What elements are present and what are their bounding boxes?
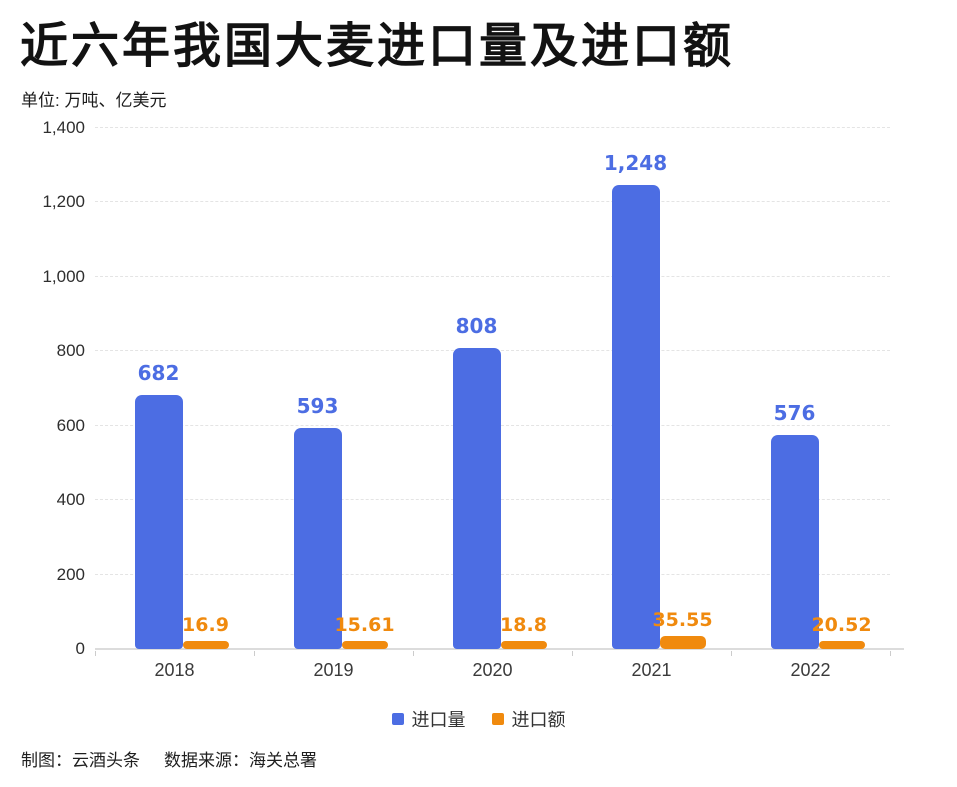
volume-bar-col-2021: 1,248 <box>604 151 667 649</box>
footer-credit: 制图：云酒头条 <box>21 751 140 770</box>
legend: 进口量 进口额 <box>0 706 957 732</box>
axis-boundary-tick <box>731 651 732 656</box>
x-axis: 2018 2019 2020 2021 2022 <box>95 660 890 686</box>
bar-pair-2021: 1,248 35.55 <box>604 151 713 649</box>
value-bar-label-2018: 16.9 <box>182 614 229 636</box>
value-bar-col-2018: 16.9 <box>182 614 229 649</box>
volume-bar-2020 <box>452 348 501 649</box>
value-bar-label-2022: 20.52 <box>811 614 872 636</box>
volume-bar-col-2020: 808 <box>452 314 501 649</box>
footer-source: 数据来源：海关总署 <box>164 751 317 770</box>
bar-group-2020: 808 18.8 <box>413 128 572 649</box>
x-tick-label-2021: 2021 <box>631 660 672 680</box>
axis-boundary-tick <box>413 651 414 656</box>
bar-pair-2018: 682 16.9 <box>134 361 229 649</box>
volume-bar-2021 <box>611 184 660 649</box>
value-bar-2019 <box>341 641 388 649</box>
y-tick-label-1400: 1,400 <box>42 118 85 137</box>
value-bar-col-2022: 20.52 <box>811 614 872 649</box>
bar-group-2021: 1,248 35.55 <box>572 128 731 649</box>
value-bar-2022 <box>818 641 865 649</box>
volume-bar-label-2020: 808 <box>455 314 498 339</box>
value-bar-2018 <box>182 641 229 649</box>
y-tick-label-0: 0 <box>75 639 85 658</box>
bar-group-2022: 576 20.52 <box>731 128 890 649</box>
bar-group-2019: 593 15.61 <box>254 128 413 649</box>
value-bar-label-2019: 15.61 <box>334 614 395 636</box>
x-tick-label-2022: 2022 <box>790 660 831 680</box>
legend-item-volume: 进口量 <box>391 706 466 732</box>
legend-item-value: 进口额 <box>491 706 566 732</box>
value-bar-2021 <box>659 635 706 649</box>
gridline-1000 <box>95 275 890 277</box>
axis-boundary-tick <box>890 651 891 656</box>
volume-bar-col-2018: 682 <box>134 361 183 649</box>
plot-area: 682 16.9 593 15.61 808 18.8 1,248 35.55 576 20.52 <box>95 127 904 656</box>
x-tick-label-2018: 2018 <box>154 660 195 680</box>
bar-group-2018: 682 16.9 <box>95 128 254 649</box>
volume-bar-2018 <box>134 395 183 649</box>
axis-boundary-tick <box>95 651 96 656</box>
y-tick-label-1000: 1,000 <box>42 266 85 286</box>
volume-bar-label-2021: 1,248 <box>603 150 668 175</box>
unit-note: 单位: 万吨、亿美元 <box>21 91 167 110</box>
footer: 制图：云酒头条 数据来源：海关总署 <box>21 746 317 771</box>
x-tick-label-2020: 2020 <box>472 660 513 680</box>
y-tick-label-400: 400 <box>56 490 85 510</box>
value-bar-col-2021: 35.55 <box>652 609 713 649</box>
volume-bar-label-2019: 593 <box>296 394 339 419</box>
value-bar-label-2020: 18.8 <box>500 614 547 636</box>
axis-boundary-tick <box>254 651 255 656</box>
gridline-1400 <box>95 127 890 128</box>
bar-pair-2022: 576 20.52 <box>770 401 872 649</box>
chart-title: 近六年我国大麦进口量及进口额 <box>20 20 735 73</box>
value-bar-label-2021: 35.55 <box>652 608 713 631</box>
value-bar-col-2019: 15.61 <box>334 614 395 649</box>
bar-pair-2019: 593 15.61 <box>293 394 395 649</box>
volume-legend-label: 进口量 <box>411 710 466 730</box>
y-tick-label-200: 200 <box>56 564 85 584</box>
bar-pair-2020: 808 18.8 <box>452 314 547 649</box>
value-legend-label: 进口额 <box>511 710 566 730</box>
volume-bar-label-2022: 576 <box>773 400 816 425</box>
value-bar-2020 <box>500 641 547 649</box>
gridline-1200 <box>95 201 890 203</box>
y-axis: 0 200 400 600 800 1,000 1,200 1,400 <box>0 118 85 658</box>
volume-bar-label-2018: 682 <box>137 361 180 386</box>
x-axis-line <box>95 648 904 650</box>
y-tick-label-600: 600 <box>56 415 85 435</box>
axis-boundary-tick <box>572 651 573 656</box>
value-legend-swatch <box>491 713 504 725</box>
y-tick-label-800: 800 <box>56 341 85 361</box>
volume-bar-col-2019: 593 <box>293 394 342 649</box>
volume-bar-2019 <box>293 428 342 649</box>
y-tick-label-1200: 1,200 <box>42 192 85 212</box>
value-bar-col-2020: 18.8 <box>500 614 547 649</box>
x-tick-label-2019: 2019 <box>313 660 354 680</box>
volume-legend-swatch <box>391 713 404 725</box>
volume-bar-2022 <box>770 434 819 649</box>
volume-bar-col-2022: 576 <box>770 401 819 649</box>
